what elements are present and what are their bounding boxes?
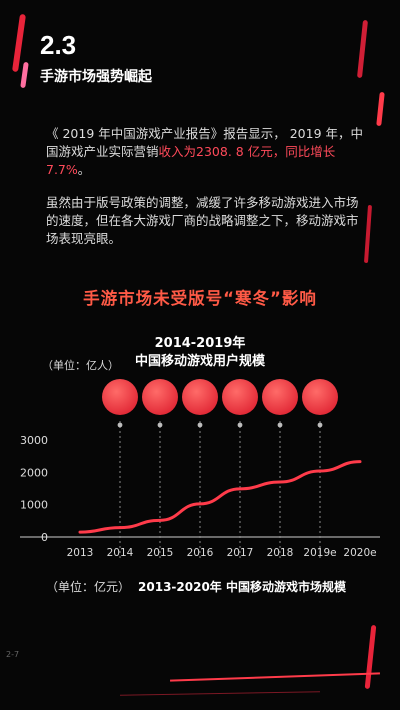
guide-dot xyxy=(237,422,243,428)
section-title: 手游市场强势崛起 xyxy=(40,69,152,85)
intro-text-after: 。 xyxy=(77,162,91,177)
intro-highlight: 收入为2308. 8 亿元，同比增长7.7% xyxy=(46,144,336,177)
x-tick-label: 2015 xyxy=(147,547,174,559)
user-scale-circle xyxy=(182,379,218,415)
market-chart-caption: （单位：亿元） 2013-2020年 中国移动游戏市场规模 xyxy=(46,578,346,595)
guide-dot xyxy=(157,422,163,428)
user-scale-circle xyxy=(262,379,298,415)
guide-dot xyxy=(317,422,323,428)
y-tick-label: 2000 xyxy=(20,466,48,479)
policy-paragraph: 虽然由于版号政策的调整，减缓了许多移动游戏进入市场的速度，但在各大游戏厂商的战略… xyxy=(46,195,359,246)
page-number: 2-7 xyxy=(6,650,20,659)
guide-dot xyxy=(277,422,283,428)
user-scale-circle xyxy=(222,379,258,415)
user-chart-title: 中国移动游戏用户规模 xyxy=(134,354,265,369)
user-chart-period: 2014-2019年 xyxy=(154,336,246,351)
user-scale-circle xyxy=(142,379,178,415)
intro-paragraph: 《 2019 年中国游戏产业报告》报告显示， 2019 年，中国游戏产业实际营销… xyxy=(46,125,364,179)
y-tick-label: 3000 xyxy=(20,434,48,447)
y-tick-label: 0 xyxy=(41,531,48,544)
section-banner: 手游市场未受版号“寒冬”影响 xyxy=(83,289,317,308)
market-size-line xyxy=(78,460,362,534)
x-tick-label: 2020e xyxy=(343,547,376,559)
user-scale-circle xyxy=(102,379,138,415)
market-chart-title: 2013-2020年 中国移动游戏市场规模 xyxy=(138,580,346,594)
section-number: 2.3 xyxy=(40,30,77,60)
x-tick-label: 2013 xyxy=(67,547,94,559)
guide-dot xyxy=(117,422,123,428)
x-tick-label: 2018 xyxy=(267,547,294,559)
x-tick-label: 2017 xyxy=(227,547,254,559)
x-tick-label: 2016 xyxy=(187,547,214,559)
x-tick-label: 2014 xyxy=(107,547,134,559)
y-tick-label: 1000 xyxy=(20,499,48,512)
intro-text-before: 《 2019 年中国游戏产业报告》报告显示， 2019 年，中国游戏产业实际营销 xyxy=(46,126,364,159)
x-tick-label: 2019e xyxy=(303,547,336,559)
market-chart-unit: （单位：亿元） xyxy=(46,580,131,594)
user-chart-unit: （单位：亿人） xyxy=(42,359,119,372)
guide-dot xyxy=(197,422,203,428)
user-scale-circle xyxy=(302,379,338,415)
